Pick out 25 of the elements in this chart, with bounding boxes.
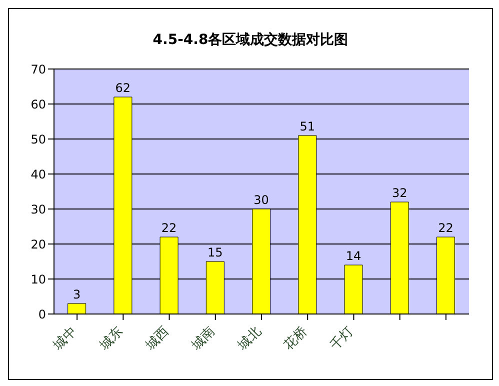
y-tick-label: 0 <box>38 307 46 322</box>
y-tick-label: 20 <box>30 237 46 252</box>
data-label: 62 <box>115 81 131 95</box>
x-tick-label: 城东 <box>96 324 126 354</box>
y-tick-label: 30 <box>30 202 46 216</box>
y-tick-label: 40 <box>30 167 46 182</box>
x-tick-label: 城西 <box>142 324 172 354</box>
x-tick-label: 城北 <box>234 324 264 354</box>
x-tick-label: 城中 <box>50 324 80 354</box>
data-label: 15 <box>208 246 223 260</box>
y-tick-label: 70 <box>30 62 46 76</box>
data-label: 22 <box>438 221 454 235</box>
y-tick-label: 60 <box>30 97 46 112</box>
data-label: 32 <box>392 186 408 200</box>
data-label: 3 <box>73 288 81 302</box>
data-label: 22 <box>161 221 177 235</box>
x-tick-label: 花桥 <box>281 324 310 354</box>
chart-title: 4.5-4.8各区域成交数据对比图 <box>152 30 350 50</box>
x-tick-label: 城南 <box>188 324 218 354</box>
y-tick-label: 10 <box>30 272 46 286</box>
data-label: 51 <box>300 120 316 134</box>
x-tick-label: 千灯 <box>328 324 357 354</box>
data-label: 30 <box>254 193 269 207</box>
y-tick-label: 50 <box>30 132 46 146</box>
data-label: 14 <box>346 249 362 263</box>
